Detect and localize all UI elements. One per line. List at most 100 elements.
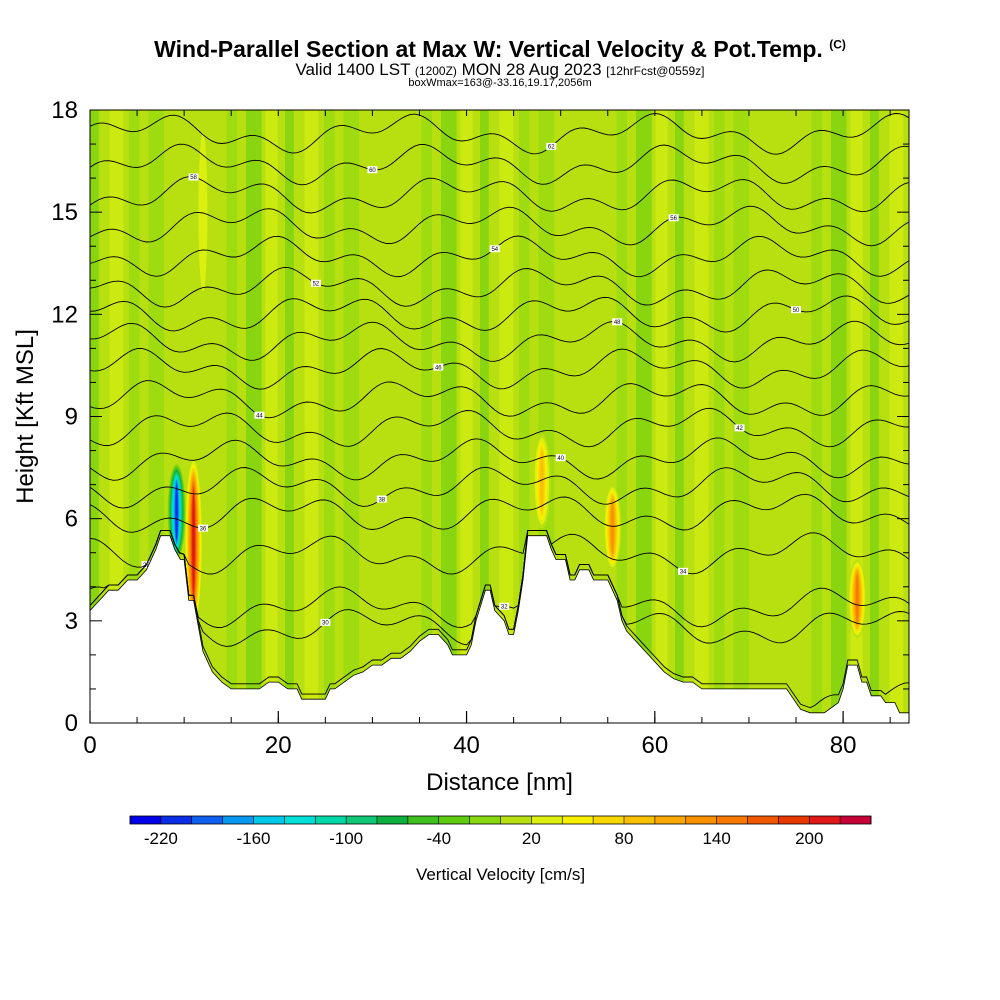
field-stripe: [811, 110, 822, 723]
y-tick-label: 12: [51, 301, 78, 328]
contour-label: 40: [557, 456, 564, 462]
theta-contours: 28 30 32 34 36 38 40 42 44 46 48 50 52 54 56 58 60 62: [90, 113, 909, 709]
y-tick-label: 18: [51, 97, 78, 124]
field-stripe: [714, 110, 725, 723]
colorbar-label: -160: [236, 829, 270, 848]
contour-label: 50: [793, 308, 800, 314]
contour-label: 54: [491, 247, 498, 253]
colorbar-label: 140: [702, 829, 730, 848]
field-stripe: [343, 110, 360, 723]
theta-contour: [90, 530, 909, 575]
colorbar-title: Vertical Velocity [cm/s]: [416, 865, 585, 884]
contour-label-bg: [320, 618, 331, 626]
field-stripe: [460, 110, 473, 723]
field-stripe: [285, 110, 294, 723]
x-tick-label: 60: [641, 732, 668, 759]
downdraft-core: [175, 483, 178, 541]
x-axis-label: Distance [nm]: [426, 769, 573, 796]
theta-contour: [90, 267, 909, 308]
contour-label-bg: [254, 411, 265, 419]
field-stripe: [616, 110, 627, 723]
contour-label-bg: [612, 318, 623, 326]
colorbar-swatch: [531, 816, 563, 824]
theta-contour: [90, 143, 909, 186]
colorbar-swatch: [716, 816, 748, 824]
colorbar-swatch: [562, 816, 594, 824]
theta-contour: [90, 493, 909, 533]
colorbar-swatch: [438, 816, 470, 824]
colorbar-swatch: [377, 816, 409, 824]
contour-label: 56: [670, 216, 677, 222]
field-stripe: [441, 110, 457, 723]
contour-label: 52: [313, 281, 320, 287]
field-stripe: [675, 110, 684, 723]
contour-label-bg: [499, 602, 510, 610]
valid-date: MON 28 Aug 2023: [461, 60, 602, 79]
field-stripe: [226, 110, 237, 723]
contour-label-bg: [433, 363, 444, 371]
theta-contour: [90, 320, 909, 363]
colorbar-swatch: [809, 816, 841, 824]
theta-contour: [90, 295, 909, 333]
field-stripe: [753, 110, 766, 723]
y-axis-label: Height [Kft MSL]: [12, 329, 39, 504]
colorbar-swatch: [407, 816, 440, 824]
updraft-core: [540, 450, 544, 512]
field-stripe: [402, 110, 416, 723]
updraft-core: [611, 501, 614, 554]
field-stripe: [129, 110, 140, 723]
colorbar-label: 80: [615, 829, 634, 848]
contour-label: 30: [322, 621, 329, 627]
colorbar-swatch: [315, 816, 347, 824]
field-stripe: [499, 110, 514, 723]
field-stripe: [870, 110, 879, 723]
contour-label: 28: [143, 563, 150, 569]
colorbar-swatch: [593, 816, 625, 824]
contour-label: 36: [200, 526, 207, 532]
field-stripe: [382, 110, 392, 723]
field-stripe: [655, 110, 668, 723]
updraft-core: [856, 574, 859, 623]
contour-label: 60: [369, 168, 376, 174]
theta-contour: [90, 348, 909, 390]
theta-contour: [90, 530, 909, 647]
utc-time: (1200Z): [414, 64, 457, 78]
colorbar-swatch: [747, 816, 779, 824]
y-tick-label: 9: [65, 404, 78, 431]
theta-contour: [90, 113, 909, 155]
field-stripe: [304, 110, 319, 723]
y-tick-label: 0: [65, 710, 78, 737]
contour-label-bg: [197, 524, 208, 532]
contour-label-bg: [555, 454, 566, 462]
theta-contour: [90, 466, 909, 509]
y-tick-label: 6: [65, 506, 78, 533]
colorbar-swatch: [160, 816, 193, 824]
chart-title: Wind-Parallel Section at Max W: Vertical…: [154, 36, 846, 62]
field-stripe: [519, 110, 530, 723]
contour-label-bg: [734, 424, 745, 432]
field-stripe: [187, 110, 197, 723]
field-stripe: [694, 110, 709, 723]
contour-label-bg: [489, 245, 500, 253]
colorbar-swatch: [130, 816, 162, 824]
field-stripe: [733, 110, 750, 723]
contour-label: 46: [435, 365, 442, 371]
colorbar-swatch: [346, 816, 378, 824]
contour-label-bg: [367, 166, 378, 174]
colorbar-label: -40: [426, 829, 451, 848]
theta-contour: [90, 205, 909, 247]
contour-label-bg: [791, 306, 802, 314]
y-tick-label: 15: [51, 199, 78, 226]
colorbar-label: -100: [329, 829, 363, 848]
colorbar-swatch: [222, 816, 254, 824]
colorbar-swatch: [778, 816, 810, 824]
field-stripe: [246, 110, 262, 723]
x-tick-label: 80: [830, 732, 857, 759]
colorbar-swatch: [685, 816, 717, 824]
colorbar-label: 20: [522, 829, 541, 848]
contour-label: 48: [614, 320, 621, 326]
contour-label-bg: [310, 279, 321, 287]
colorbar-swatch: [500, 816, 532, 824]
contour-label-bg: [188, 173, 199, 181]
